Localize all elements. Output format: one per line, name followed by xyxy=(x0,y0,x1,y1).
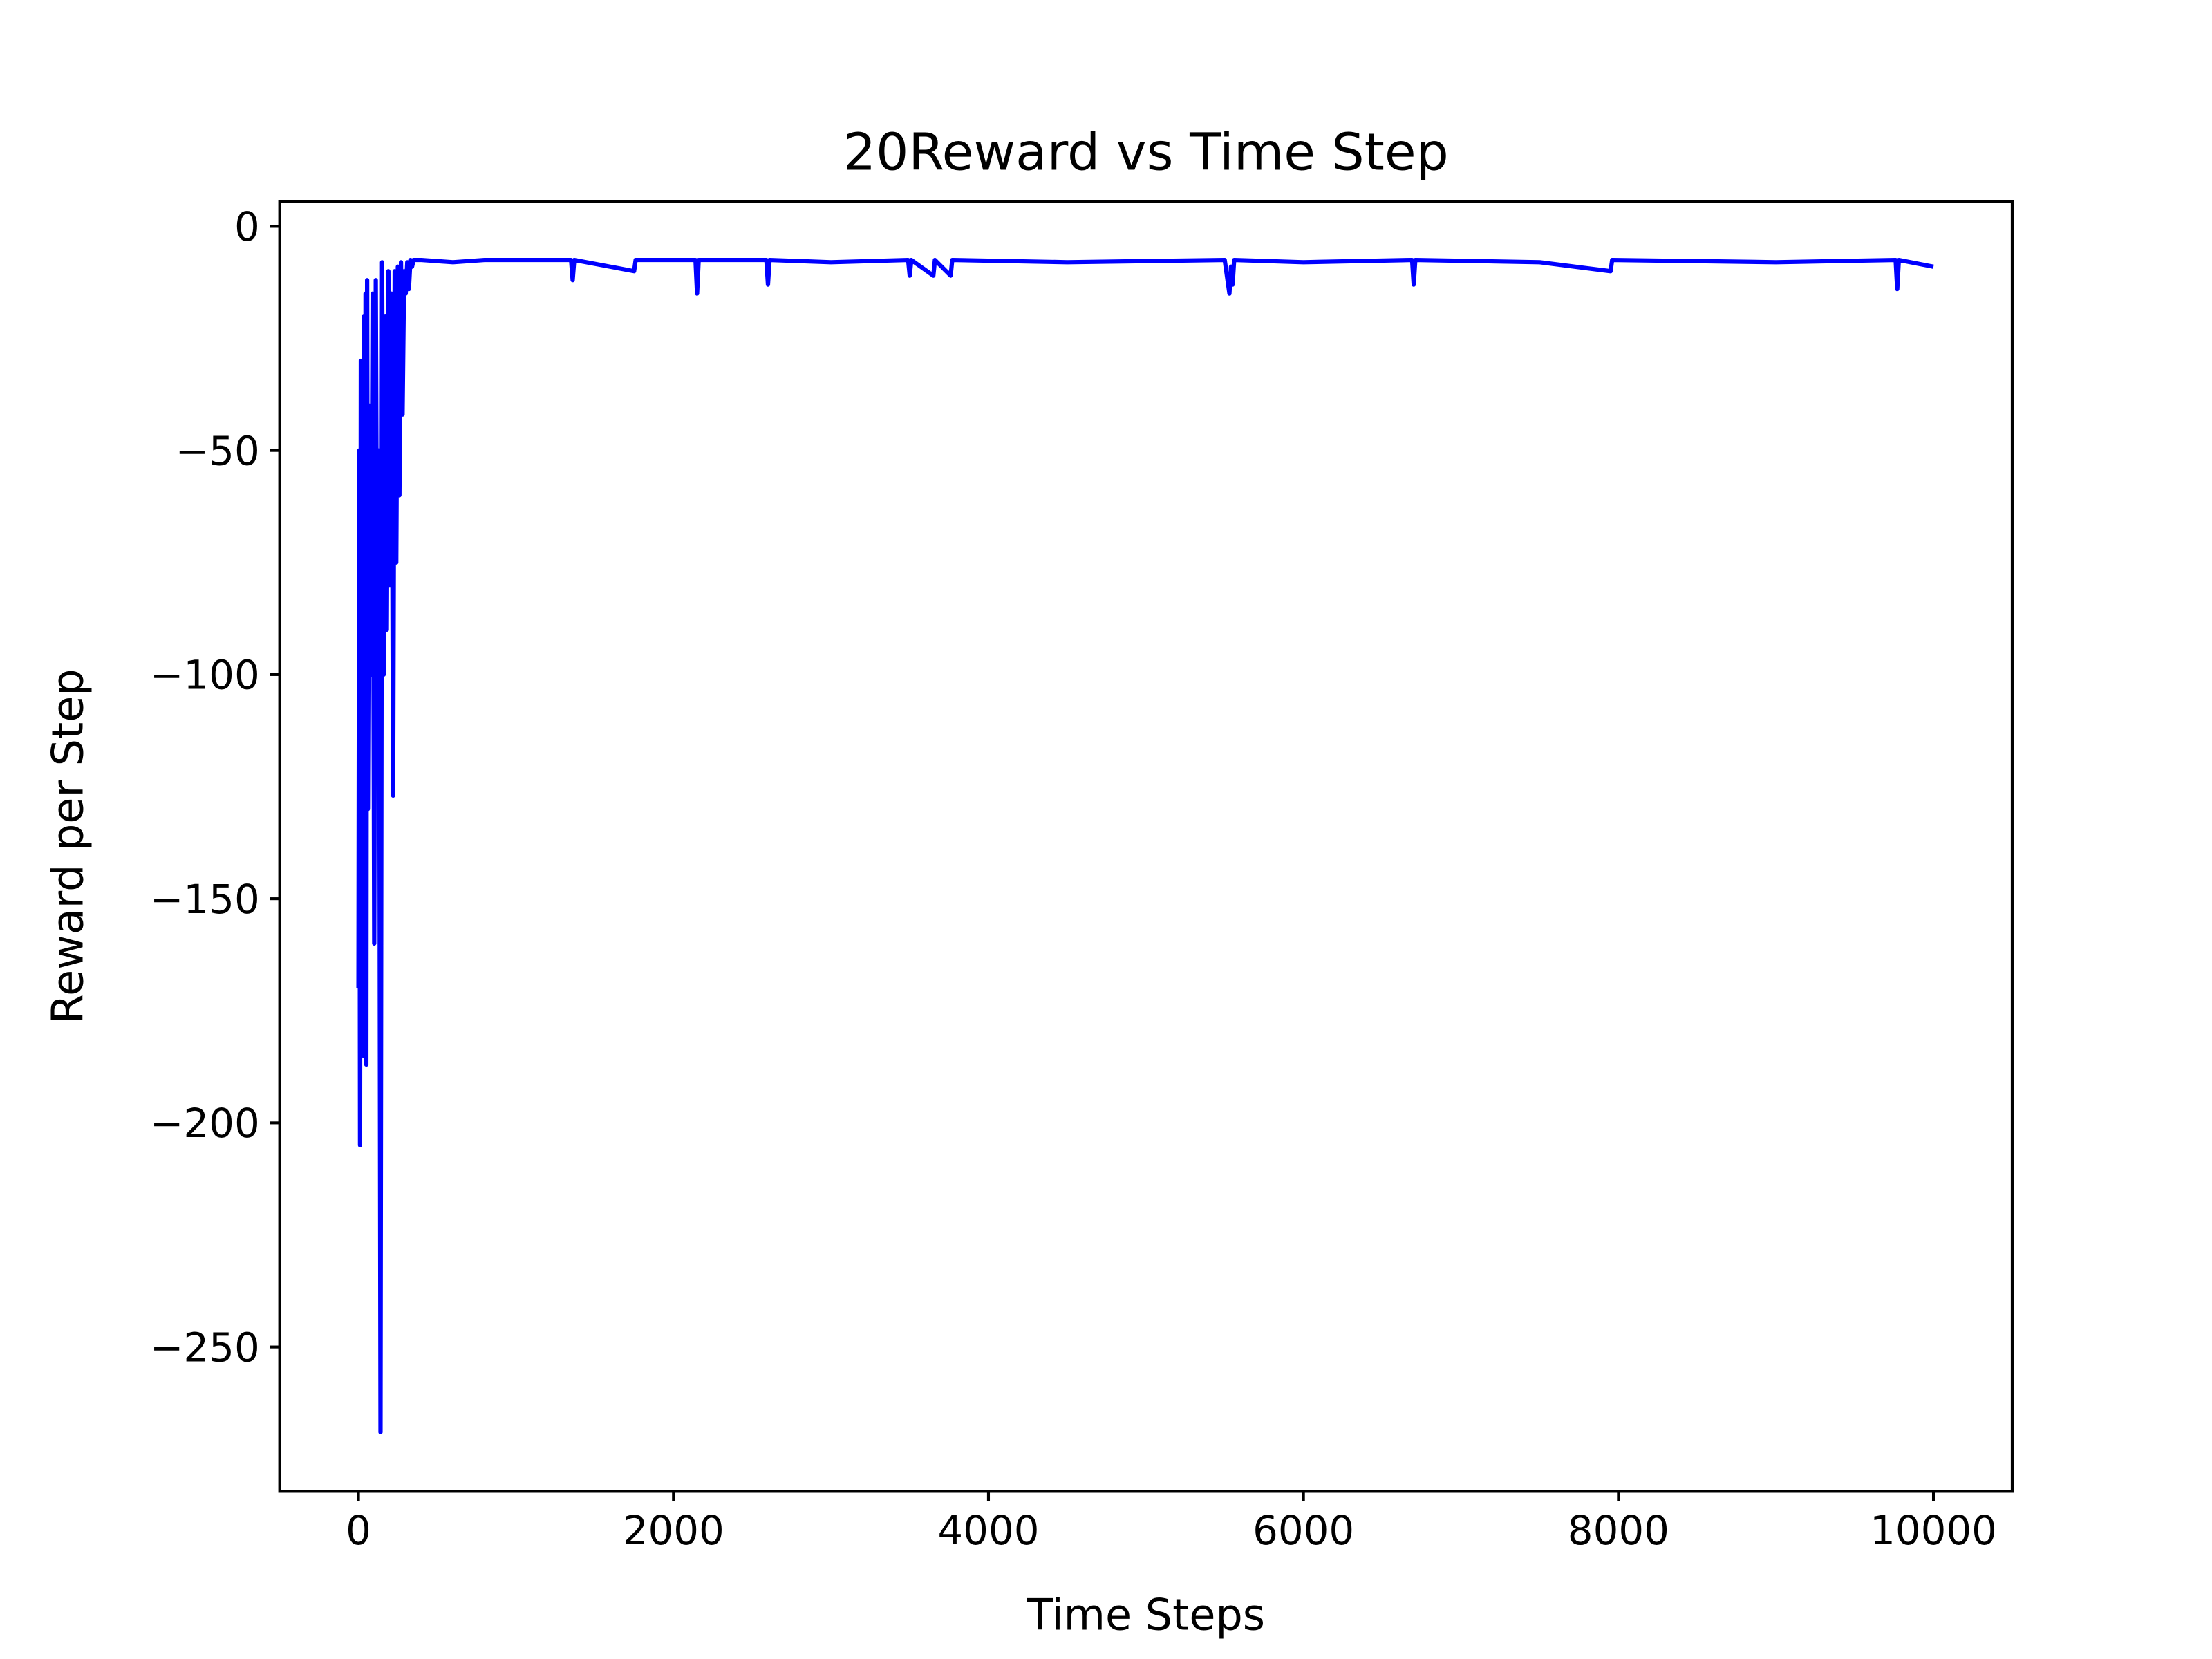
data-line xyxy=(356,257,1934,1434)
x-tick-label: 10000 xyxy=(1870,1507,1997,1554)
x-tick-label: 8000 xyxy=(1568,1507,1669,1554)
y-tick-label: −200 xyxy=(150,1100,260,1147)
x-tick-label: 6000 xyxy=(1253,1507,1354,1554)
x-tick-label: 0 xyxy=(346,1507,371,1554)
chart-title: 20Reward vs Time Step xyxy=(843,122,1449,182)
y-tick-label: −50 xyxy=(176,427,260,474)
y-tick-label: 0 xyxy=(234,203,260,250)
y-tick-label: −100 xyxy=(150,652,260,699)
x-tick-label: 4000 xyxy=(937,1507,1039,1554)
x-tick-label: 2000 xyxy=(623,1507,724,1554)
plot-frame xyxy=(278,200,2014,1493)
y-tick-label: −250 xyxy=(150,1324,260,1371)
y-tick-label: −150 xyxy=(150,876,260,923)
y-axis-label: Reward per Step xyxy=(44,668,93,1024)
x-axis-label: Time Steps xyxy=(1027,1591,1265,1640)
